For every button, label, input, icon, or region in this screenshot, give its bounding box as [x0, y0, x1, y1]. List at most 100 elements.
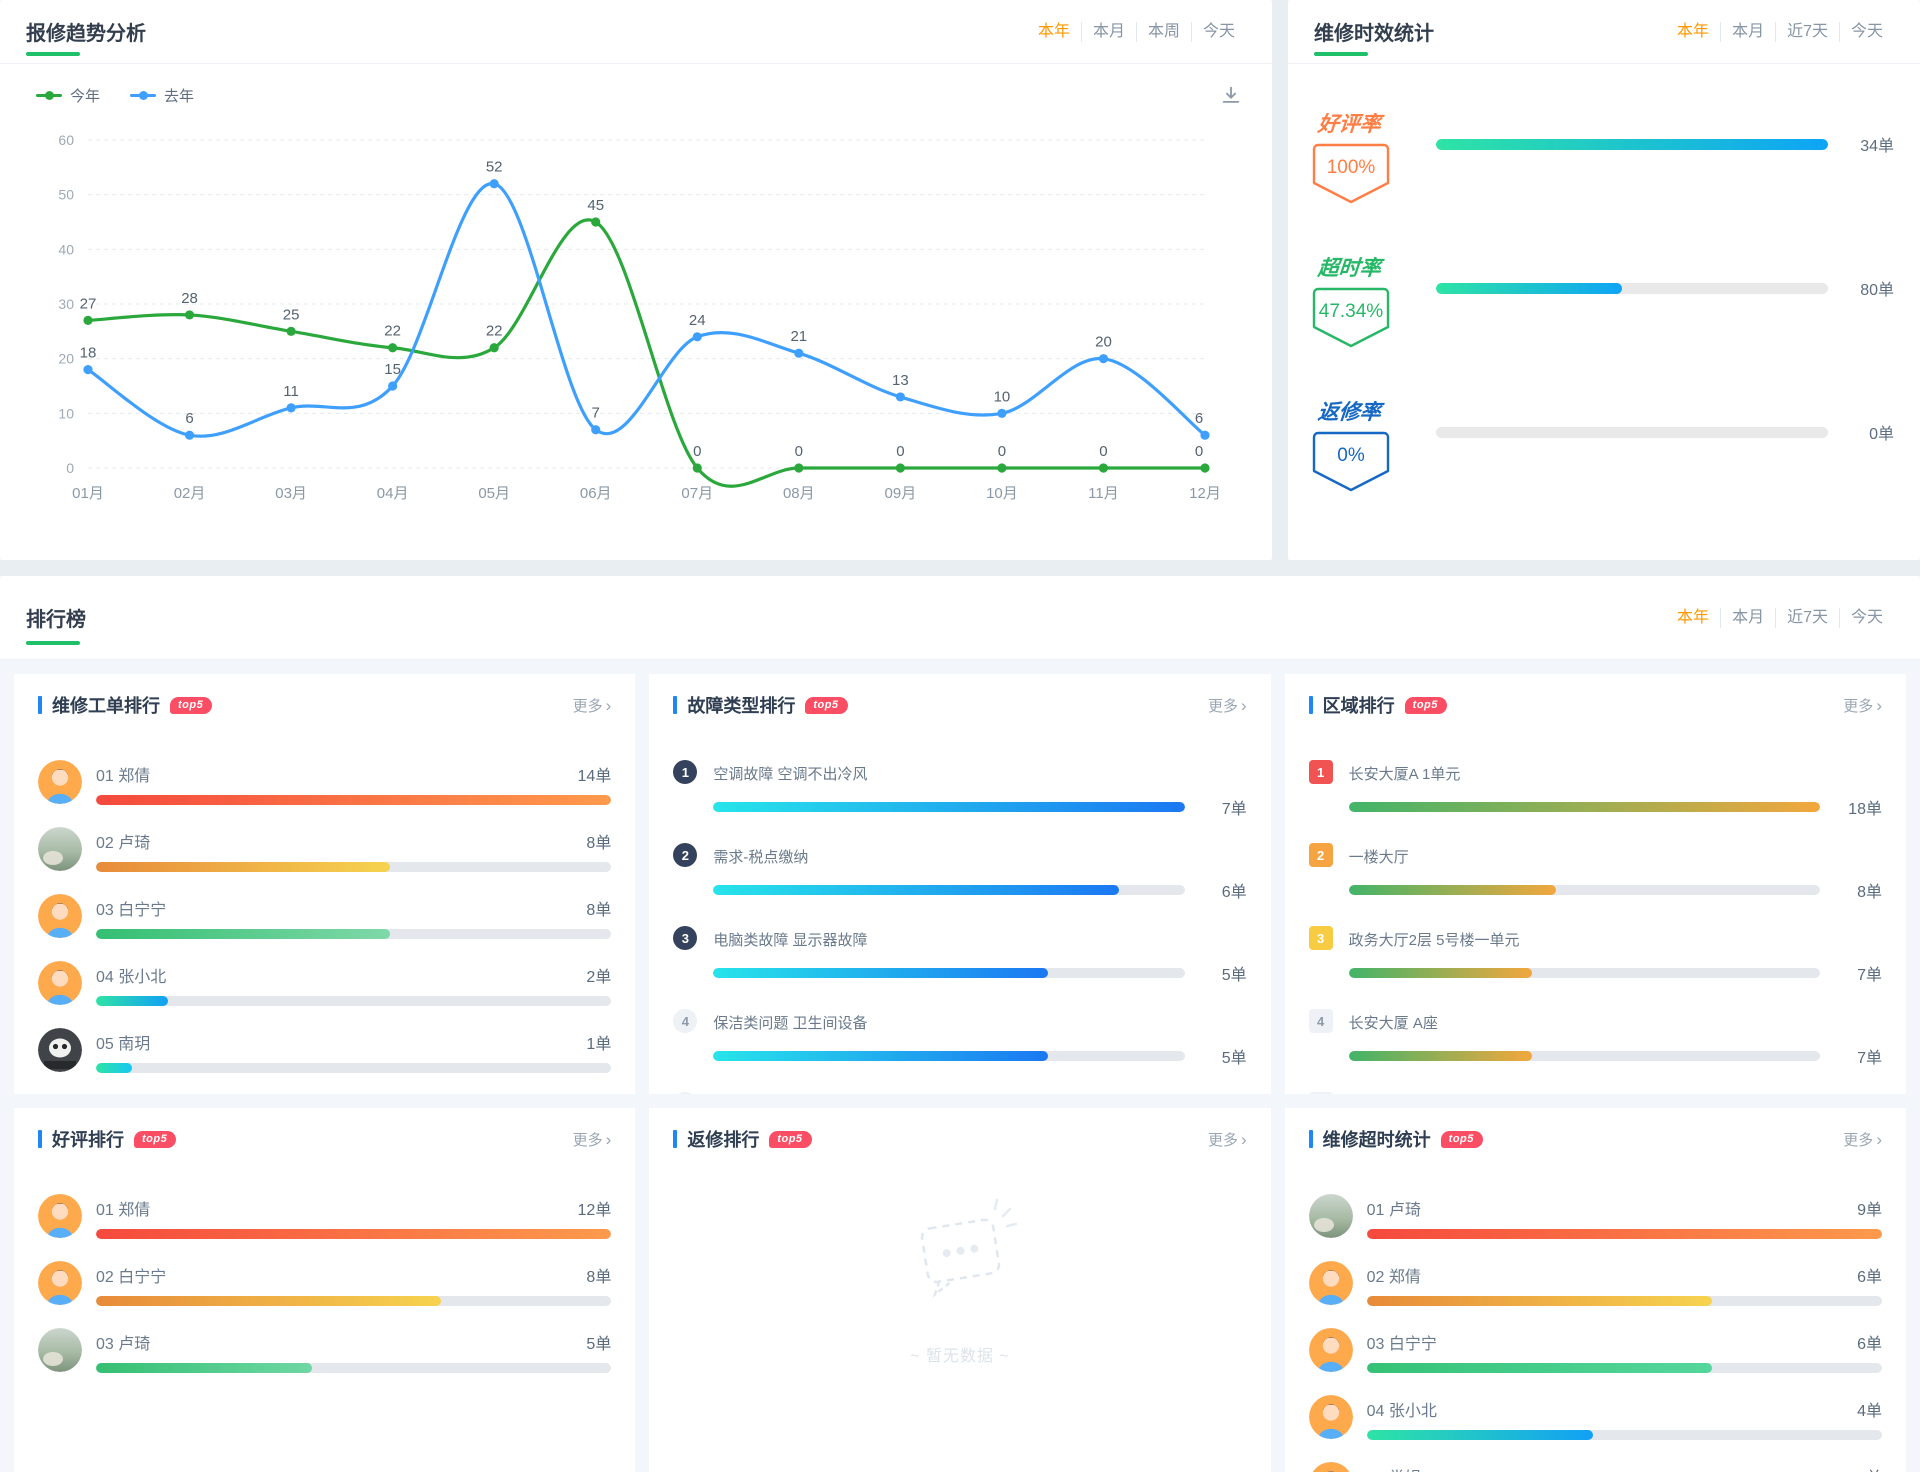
legend-row: 今年 去年	[0, 64, 1272, 106]
rank-value: 1单	[586, 1036, 612, 1053]
trend-title: 报修趋势分析	[26, 23, 146, 45]
rank-row: 2 一楼大厅 8单	[1308, 843, 1882, 902]
panel-rework: 返修排行 top5 更多 › ~ 暂无数据 ~	[649, 1108, 1271, 1472]
more-link[interactable]: 更多 ›	[1843, 1129, 1882, 1149]
rank-value: 1单	[1857, 1464, 1882, 1472]
rank-row: 05 常娟 1单	[1308, 1462, 1882, 1472]
svg-text:20: 20	[1095, 334, 1112, 351]
top5-badge: top5	[1404, 696, 1447, 714]
avatar	[1308, 1395, 1353, 1439]
svg-text:03月: 03月	[275, 485, 307, 502]
tab-本月[interactable]: 本月	[1720, 607, 1775, 628]
svg-text:02月: 02月	[174, 485, 206, 502]
panel-title: 区域排行	[1322, 696, 1395, 716]
timeliness-card: 维修时效统计 本年 本月 近7天 今天 好评率 100% 34单 超时率 47.34%…	[1288, 0, 1920, 560]
more-link[interactable]: 更多 ›	[572, 695, 612, 715]
rank-badge: 5	[1308, 1092, 1333, 1094]
rank-row: 1 长安大厦A 1单元 18单	[1308, 760, 1882, 819]
progress-track	[1366, 1430, 1882, 1440]
top-row: 报修趋势分析 本年 本月 本周 今天 今年 去年	[0, 0, 1920, 560]
more-link[interactable]: 更多 ›	[1207, 1129, 1247, 1149]
svg-text:09月: 09月	[885, 485, 917, 502]
download-icon[interactable]	[1220, 84, 1242, 106]
svg-text:6: 6	[185, 410, 193, 427]
tab-今天[interactable]: 今天	[1190, 21, 1246, 42]
stat-progress-fill	[1436, 139, 1828, 150]
rank-row: 4 保洁类问题 卫生间设备 5单	[673, 1009, 1247, 1068]
rank-badge: 2	[673, 843, 698, 867]
chevron-right-icon: ›	[1240, 1129, 1247, 1149]
svg-text:0: 0	[998, 443, 1006, 460]
rank-badge: 4	[1308, 1009, 1333, 1033]
svg-text:0: 0	[66, 460, 74, 476]
progress-fill	[96, 1229, 612, 1239]
progress-track	[1366, 1229, 1882, 1239]
rank-row: 02 白宁宁 8单	[38, 1261, 612, 1306]
tab-本月[interactable]: 本月	[1720, 21, 1775, 42]
rank-row: 5 平安国际金融中心25A 6单	[1308, 1092, 1882, 1094]
stat-progress-fill	[1436, 283, 1622, 294]
svg-text:18: 18	[80, 345, 97, 362]
top5-badge: top5	[134, 1130, 177, 1148]
tab-本月[interactable]: 本月	[1080, 21, 1136, 42]
progress-fill	[1366, 1229, 1882, 1239]
legend-item-今年[interactable]: 今年	[36, 85, 100, 106]
avatar	[38, 1328, 82, 1372]
more-link[interactable]: 更多 ›	[1207, 695, 1247, 715]
panel-accent-bar	[1308, 1130, 1313, 1148]
progress-track	[96, 795, 612, 805]
panel-head: 维修超时统计 top5 更多 ›	[1308, 1126, 1882, 1152]
stat-label: 好评率	[1316, 113, 1382, 136]
avatar	[1308, 1328, 1353, 1372]
legend-item-去年[interactable]: 去年	[130, 85, 194, 106]
tab-本周[interactable]: 本周	[1135, 21, 1191, 42]
tab-今天[interactable]: 今天	[1838, 607, 1894, 628]
tab-本年[interactable]: 本年	[1037, 22, 1070, 40]
progress-fill	[1348, 1051, 1533, 1061]
panel-accent-bar	[38, 1130, 42, 1148]
progress-track	[713, 1051, 1185, 1061]
progress-fill	[96, 1063, 133, 1073]
avatar	[1308, 1194, 1353, 1238]
legend-label: 今年	[70, 87, 101, 105]
rank-row: 01 郑倩 12单	[38, 1194, 612, 1239]
rank-value: 9单	[1857, 1202, 1882, 1219]
rank-badge: 1	[673, 760, 698, 784]
rank-row: 5 机加工故障 刀片损毁 4单	[673, 1092, 1246, 1094]
rank-value: 18单	[1848, 801, 1882, 818]
tab-近7天[interactable]: 近7天	[1775, 21, 1839, 42]
svg-text:0%: 0%	[1337, 445, 1365, 466]
rank-badge: 4	[673, 1009, 698, 1033]
svg-text:10: 10	[994, 388, 1011, 405]
avatar	[38, 1261, 82, 1305]
svg-text:11: 11	[283, 383, 299, 400]
tab-近7天[interactable]: 近7天	[1775, 607, 1839, 628]
title-underline	[26, 641, 80, 645]
avatar	[38, 1194, 82, 1238]
svg-text:0: 0	[795, 443, 803, 460]
rank-name: 05 常娟	[1367, 1464, 1421, 1472]
ranking-panel-grid: 维修工单排行 top5 更多 › 01 郑倩 14单	[0, 660, 1920, 1472]
avatar	[38, 827, 82, 871]
top5-badge: top5	[170, 696, 213, 714]
progress-track	[96, 996, 612, 1006]
rate-badge: 100%	[1312, 143, 1390, 204]
svg-text:100%: 100%	[1327, 157, 1376, 178]
progress-track	[96, 1063, 612, 1073]
svg-text:30: 30	[58, 296, 74, 312]
tab-今天[interactable]: 今天	[1838, 21, 1894, 42]
more-link[interactable]: 更多 ›	[572, 1129, 612, 1149]
progress-track	[1366, 1363, 1882, 1373]
rank-value: 5单	[1221, 1050, 1247, 1067]
svg-text:22: 22	[486, 323, 503, 340]
rank-row-content: 长安大厦 A座 7单	[1348, 1009, 1882, 1068]
rank-row-content: 空调故障 空调不出冷风 7单	[713, 760, 1247, 819]
tab-本年[interactable]: 本年	[1677, 22, 1710, 40]
more-link[interactable]: 更多 ›	[1843, 695, 1882, 715]
top5-badge: top5	[769, 1130, 812, 1148]
panel-overtime: 维修超时统计 top5 更多 › 01 卢琦 9单	[1284, 1108, 1906, 1472]
rank-value: 8单	[586, 902, 612, 919]
tab-本年[interactable]: 本年	[1677, 608, 1710, 626]
svg-text:04月: 04月	[377, 485, 409, 502]
stat-label: 返修率	[1316, 401, 1382, 424]
